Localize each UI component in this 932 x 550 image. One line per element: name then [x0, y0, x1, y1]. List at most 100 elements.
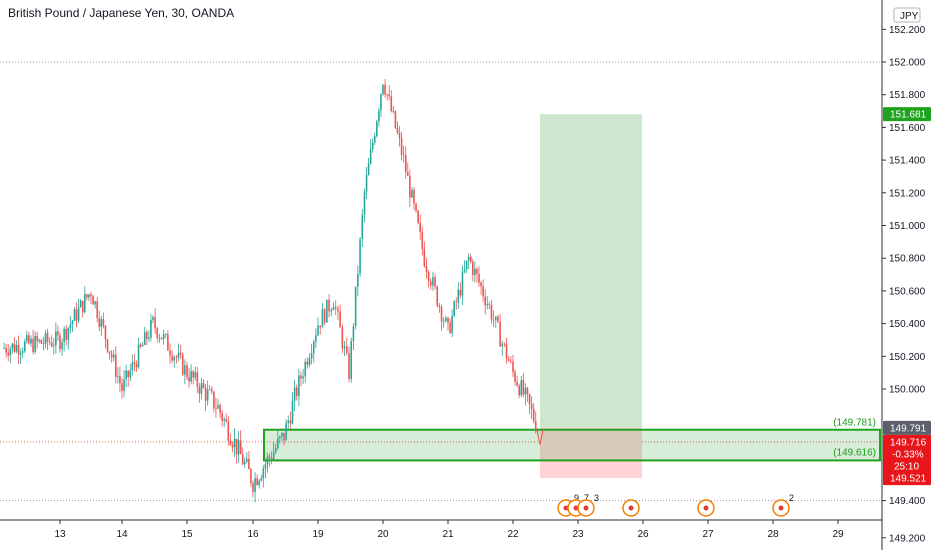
- candle-body: [308, 358, 311, 365]
- candle: [520, 375, 523, 398]
- candle-body: [285, 422, 287, 441]
- y-tick-label: 150.800: [889, 254, 926, 265]
- candle-body: [396, 127, 399, 133]
- candle: [32, 329, 34, 355]
- candle-body: [461, 271, 464, 296]
- candle: [160, 337, 163, 340]
- candle-body: [321, 309, 324, 328]
- candle: [11, 342, 14, 354]
- candle-body: [190, 371, 192, 382]
- candle: [425, 258, 428, 279]
- candle: [432, 271, 434, 291]
- candle-body: [143, 332, 146, 345]
- candle-body: [270, 457, 273, 460]
- candle: [534, 411, 537, 434]
- candle: [213, 390, 215, 413]
- candle: [152, 315, 154, 324]
- candle: [321, 302, 324, 328]
- candle: [300, 371, 302, 387]
- time-axis: 13 14 15 16 19 20 21 22 23 26 27 28 29: [0, 519, 882, 540]
- grid-lines: [0, 61, 882, 502]
- candle-body: [352, 326, 355, 342]
- candle: [42, 336, 45, 351]
- candle-body: [44, 333, 47, 345]
- candle: [503, 342, 506, 347]
- candle: [427, 270, 430, 288]
- candle: [3, 342, 5, 350]
- candle-body: [63, 328, 65, 343]
- candle-body: [115, 354, 117, 377]
- candle-body: [34, 335, 36, 352]
- candle: [190, 364, 192, 385]
- candle: [256, 474, 258, 486]
- candle-body: [192, 371, 194, 378]
- candle-body: [293, 387, 296, 401]
- candle-body: [104, 325, 107, 340]
- candle: [260, 474, 263, 482]
- y-tick-label: 151.600: [889, 123, 926, 134]
- event-dot-icon: [573, 505, 579, 511]
- candle-body: [200, 383, 203, 394]
- candle: [287, 415, 290, 430]
- candle-body: [409, 175, 411, 198]
- candle: [227, 416, 230, 446]
- candle: [516, 375, 518, 388]
- candle: [474, 261, 476, 283]
- candle: [28, 331, 30, 345]
- candle: [323, 307, 326, 326]
- candle-body: [229, 440, 232, 445]
- candle: [154, 308, 156, 334]
- candle-body: [326, 299, 328, 323]
- candle-body: [425, 266, 428, 273]
- price-badge: 149.791: [883, 420, 931, 435]
- candle-body: [15, 344, 18, 352]
- candle: [398, 125, 401, 147]
- candle-body: [131, 362, 134, 371]
- candle: [46, 328, 49, 351]
- candle-body: [339, 311, 341, 328]
- candle: [332, 302, 335, 311]
- candle-body: [455, 301, 458, 303]
- candle: [442, 317, 445, 328]
- candle-body: [202, 383, 205, 388]
- y-tick-label: 149.400: [889, 496, 926, 507]
- candle-body: [211, 389, 213, 392]
- candle-body: [102, 318, 105, 326]
- candle-body: [30, 338, 32, 344]
- candle: [246, 452, 248, 464]
- candle-body: [48, 341, 51, 343]
- candle: [293, 379, 296, 412]
- candle: [319, 325, 322, 335]
- candle-body: [156, 328, 159, 338]
- x-tick-label: 19: [312, 529, 324, 540]
- candle-body: [169, 350, 171, 356]
- candle-body: [123, 379, 125, 391]
- x-tick-label: 13: [54, 529, 66, 540]
- candle: [204, 384, 207, 412]
- price-badge-label: 151.681: [890, 110, 927, 121]
- candle: [302, 368, 304, 385]
- candle: [129, 364, 132, 381]
- candle: [312, 339, 315, 363]
- candle: [102, 312, 105, 329]
- candle-body: [21, 351, 24, 353]
- candle: [373, 132, 376, 145]
- candle-body: [223, 419, 225, 421]
- candle-body: [235, 438, 238, 455]
- candle-body: [198, 386, 201, 394]
- candle: [38, 338, 41, 344]
- candle-body: [160, 337, 163, 340]
- candle-body: [378, 110, 380, 122]
- candle-body: [459, 289, 462, 296]
- candle: [127, 369, 129, 387]
- candle: [254, 472, 256, 503]
- candle: [304, 358, 307, 383]
- candle-body: [59, 335, 61, 350]
- candle-body: [46, 333, 49, 342]
- price-badge-label: 149.791: [890, 423, 927, 434]
- candle-body: [480, 282, 482, 287]
- event-count: 7: [584, 493, 589, 503]
- candle: [421, 226, 424, 256]
- candle: [19, 348, 22, 364]
